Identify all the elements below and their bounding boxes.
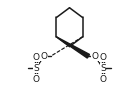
- Text: O: O: [100, 75, 106, 84]
- Text: O: O: [40, 52, 47, 61]
- Text: S: S: [100, 64, 106, 73]
- Text: O: O: [33, 75, 39, 84]
- Text: O: O: [100, 53, 106, 62]
- Text: S: S: [33, 64, 39, 73]
- Text: O: O: [33, 53, 39, 62]
- Text: O: O: [92, 52, 99, 61]
- Polygon shape: [56, 37, 90, 58]
